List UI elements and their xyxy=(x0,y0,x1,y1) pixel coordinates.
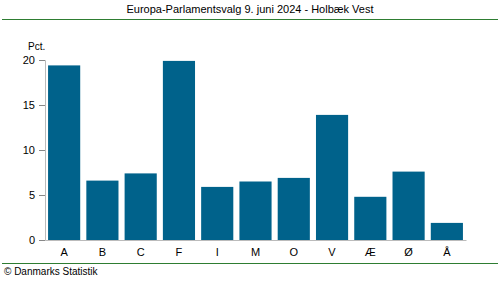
x-tick: V xyxy=(328,240,336,258)
x-axis: ABCFIMOVÆØÅ xyxy=(46,240,467,258)
y-tick-label: 5 xyxy=(29,189,35,201)
x-tick: F xyxy=(176,240,183,258)
bar xyxy=(431,223,463,240)
bar xyxy=(354,197,386,240)
x-tick-label: F xyxy=(176,246,183,258)
bar xyxy=(393,172,425,240)
y-tick-mark xyxy=(39,240,45,241)
y-tick-mark xyxy=(39,150,45,151)
y-tick-label: 20 xyxy=(23,54,35,66)
x-tick-label: Ø xyxy=(404,246,413,258)
x-tick-label: I xyxy=(216,246,219,258)
source: © Danmarks Statistik xyxy=(4,266,99,277)
y-tick: 10 xyxy=(23,144,45,156)
x-tick-label: Æ xyxy=(365,246,376,258)
y-tick-label: 15 xyxy=(23,99,35,111)
y-tick-mark xyxy=(39,60,45,61)
y-label: Pct. xyxy=(28,41,45,52)
x-tick-label: V xyxy=(328,246,336,258)
x-tick-label: B xyxy=(99,246,106,258)
bar xyxy=(278,178,310,240)
title: Europa-Parlamentsvalg 9. juni 2024 - Hol… xyxy=(126,3,373,15)
y-tick-mark xyxy=(39,195,45,196)
x-tick: A xyxy=(60,240,68,258)
y-tick-label: 10 xyxy=(23,144,35,156)
x-tick: B xyxy=(99,240,106,258)
x-tick-label: C xyxy=(137,246,145,258)
x-tick: Æ xyxy=(365,240,376,258)
title-rule xyxy=(2,19,498,20)
y-axis-line xyxy=(39,61,46,241)
bar xyxy=(86,181,118,240)
bar xyxy=(163,61,195,240)
bar xyxy=(201,187,233,240)
bars xyxy=(48,61,463,240)
x-tick-label: M xyxy=(251,246,260,258)
x-tick-label: O xyxy=(289,246,298,258)
bar xyxy=(316,115,348,240)
y-tick: 5 xyxy=(29,189,45,201)
y-tick: 20 xyxy=(23,54,45,66)
y-tick-mark xyxy=(39,105,45,106)
x-tick: C xyxy=(137,240,145,258)
x-tick-label: A xyxy=(60,246,68,258)
bar xyxy=(125,173,157,240)
y-tick: 15 xyxy=(23,99,45,111)
chart: Europa-Parlamentsvalg 9. juni 2024 - Hol… xyxy=(0,0,500,282)
y-tick-label: 0 xyxy=(29,234,35,246)
x-tick: Ø xyxy=(404,240,413,258)
x-tick: M xyxy=(251,240,260,258)
x-tick: I xyxy=(216,240,219,258)
bar xyxy=(48,65,80,240)
x-tick: Å xyxy=(443,240,451,258)
x-tick-label: Å xyxy=(443,246,451,258)
y-tick: 0 xyxy=(29,234,45,246)
x-tick: O xyxy=(289,240,298,258)
y-axis: 0 5 10 15 20 xyxy=(23,54,46,246)
x-axis-line xyxy=(46,240,467,241)
footer-rule xyxy=(2,263,498,264)
bar xyxy=(239,182,271,241)
